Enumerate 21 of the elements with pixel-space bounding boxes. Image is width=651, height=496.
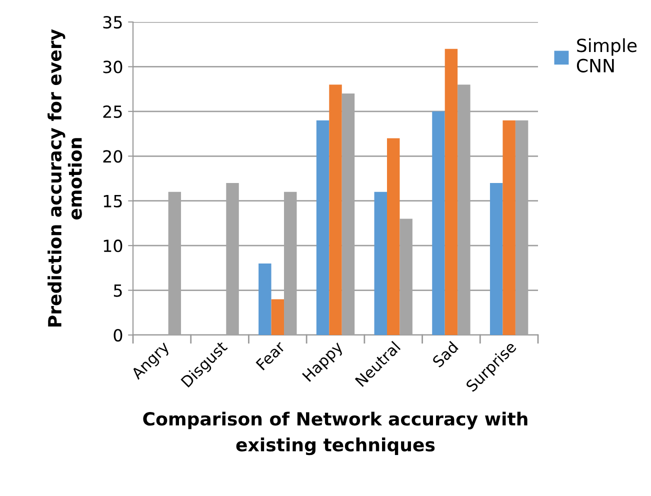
legend-label: Simple CNN: [576, 38, 637, 72]
bar: [432, 111, 445, 335]
bar: [502, 120, 516, 335]
y-tick-label: 0: [114, 328, 122, 342]
bar: [374, 192, 387, 335]
y-tick-label: 20: [103, 150, 122, 163]
y-tick-label: 25: [103, 105, 122, 118]
y-tick-label: 10: [104, 240, 122, 252]
bar: [329, 84, 342, 335]
bar: [490, 182, 503, 335]
bar: [258, 263, 272, 335]
y-axis-title: Prediction accuracy for every emotion: [48, 29, 82, 326]
x-axis-title: Comparison of Network accuracy with existing techniques: [143, 412, 528, 456]
bar: [386, 138, 400, 335]
y-tick-label: 30: [103, 60, 122, 74]
bar: [271, 299, 284, 335]
y-tick-label: 15: [104, 195, 122, 208]
bar: [444, 48, 458, 335]
y-tick-label: 5: [114, 284, 122, 297]
bar: [316, 120, 330, 335]
y-tick-label: 35: [103, 16, 122, 29]
